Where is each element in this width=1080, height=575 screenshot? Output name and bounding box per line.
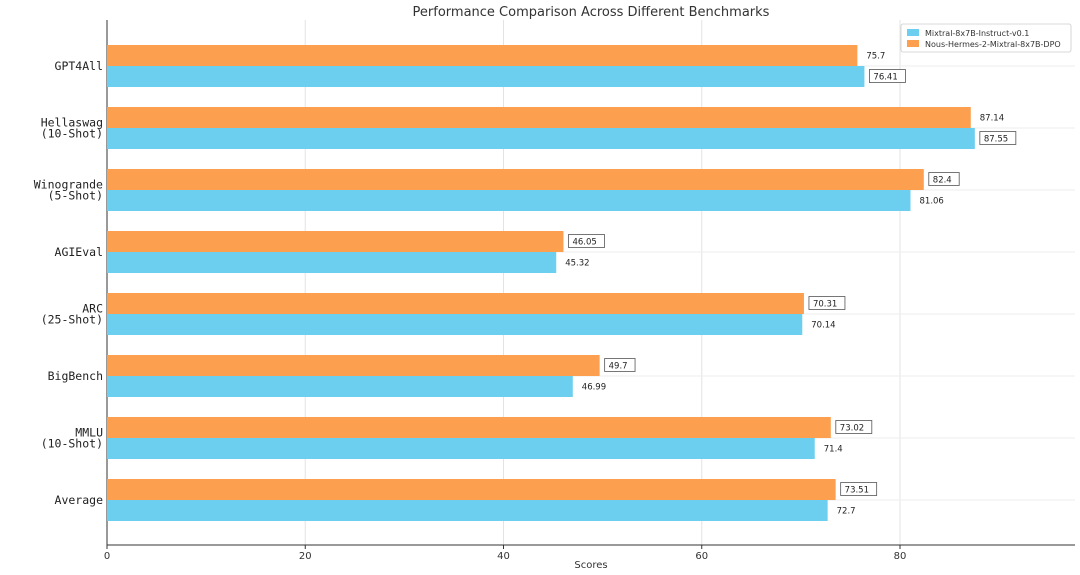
bar-nous-hermes bbox=[107, 169, 924, 190]
legend-swatch bbox=[907, 29, 919, 36]
value-label-nous-hermes: 87.14 bbox=[980, 114, 1004, 124]
bar-mixtral bbox=[107, 128, 975, 149]
value-label-mixtral: 71.4 bbox=[824, 445, 843, 455]
bar-group: 49.7 46.99 bbox=[107, 355, 636, 397]
category-label: MMLU (10-Shot) bbox=[41, 426, 103, 451]
value-label-box bbox=[928, 172, 960, 186]
value-label-mixtral: 45.32 bbox=[565, 259, 589, 269]
bar-nous-hermes bbox=[107, 107, 971, 128]
legend-entry: Mixtral-8x7B-Instruct-v0.1 bbox=[925, 29, 1029, 38]
bar-nous-hermes bbox=[107, 355, 600, 376]
category-label: BigBench bbox=[48, 369, 103, 383]
category-label: Average bbox=[55, 493, 104, 507]
legend-box bbox=[900, 23, 1072, 53]
category-label: Winogrande (5-Shot) bbox=[34, 178, 103, 203]
value-label-box bbox=[869, 69, 906, 83]
value-label-box bbox=[604, 358, 636, 372]
value-label-box bbox=[568, 234, 605, 248]
bar-nous-hermes bbox=[107, 293, 804, 314]
bar-mixtral bbox=[107, 190, 911, 211]
category-label: AGIEval bbox=[55, 245, 103, 259]
value-label-mixtral: 76.41 bbox=[873, 73, 897, 83]
category-label: ARC (25-Shot) bbox=[41, 302, 103, 327]
bar-group: 87.14 87.55 bbox=[107, 107, 1017, 149]
bar-mixtral bbox=[107, 66, 865, 87]
bar-nous-hermes bbox=[107, 231, 564, 252]
value-label-nous-hermes: 46.05 bbox=[572, 238, 596, 248]
legend-swatch bbox=[907, 40, 919, 47]
value-label-box bbox=[808, 296, 846, 310]
value-label-box bbox=[979, 131, 1017, 145]
x-tick-label: 60 bbox=[695, 551, 708, 562]
bar-mixtral bbox=[107, 252, 557, 273]
bar-group: 75.7 76.41 bbox=[107, 45, 906, 87]
value-label-nous-hermes: 49.7 bbox=[609, 362, 628, 372]
value-label-mixtral: 46.99 bbox=[582, 383, 606, 393]
x-axis-title: Scores bbox=[574, 560, 607, 571]
chart-title: Performance Comparison Across Different … bbox=[413, 5, 770, 20]
value-label-nous-hermes: 75.7 bbox=[866, 52, 885, 62]
bar-mixtral bbox=[107, 376, 573, 397]
bar-group: 73.02 71.4 bbox=[107, 417, 873, 459]
bar-group: 70.31 70.14 bbox=[107, 293, 846, 335]
x-tick-label: 40 bbox=[497, 551, 510, 562]
value-label-mixtral: 72.7 bbox=[837, 507, 856, 517]
value-label-mixtral: 87.55 bbox=[984, 135, 1008, 145]
x-tick-label: 20 bbox=[299, 551, 312, 562]
category-label: GPT4All bbox=[55, 59, 103, 73]
x-tick-label: 80 bbox=[894, 551, 907, 562]
value-label-nous-hermes: 82.4 bbox=[933, 176, 952, 186]
x-tick-label: 0 bbox=[104, 551, 110, 562]
value-label-nous-hermes: 70.31 bbox=[813, 300, 837, 310]
bar-group: 46.05 45.32 bbox=[107, 231, 605, 273]
value-label-nous-hermes: 73.02 bbox=[840, 424, 864, 434]
value-label-nous-hermes: 73.51 bbox=[845, 486, 869, 496]
value-label-box bbox=[835, 420, 873, 434]
bar-nous-hermes bbox=[107, 479, 836, 500]
value-label-mixtral: 81.06 bbox=[920, 197, 944, 207]
value-label-box bbox=[840, 482, 878, 496]
bar-mixtral bbox=[107, 500, 828, 521]
bar-mixtral bbox=[107, 314, 803, 335]
bar-group: 82.4 81.06 bbox=[107, 169, 960, 211]
category-label: Hellaswag (10-Shot) bbox=[41, 116, 103, 141]
legend-entry: Nous-Hermes-2-Mixtral-8x7B-DPO bbox=[925, 40, 1061, 49]
bar-group: 73.51 72.7 bbox=[107, 479, 878, 521]
bar-nous-hermes bbox=[107, 417, 831, 438]
plot-area: 0 20 40 60 80 75.7 76.41 GPT4All 87.14 87.55 Hella… bbox=[34, 20, 1075, 562]
legend: Mixtral-8x7B-Instruct-v0.1 Nous-Hermes-2-… bbox=[900, 23, 1072, 53]
bar-mixtral bbox=[107, 438, 815, 459]
value-label-mixtral: 70.14 bbox=[811, 321, 835, 331]
bar-nous-hermes bbox=[107, 45, 858, 66]
